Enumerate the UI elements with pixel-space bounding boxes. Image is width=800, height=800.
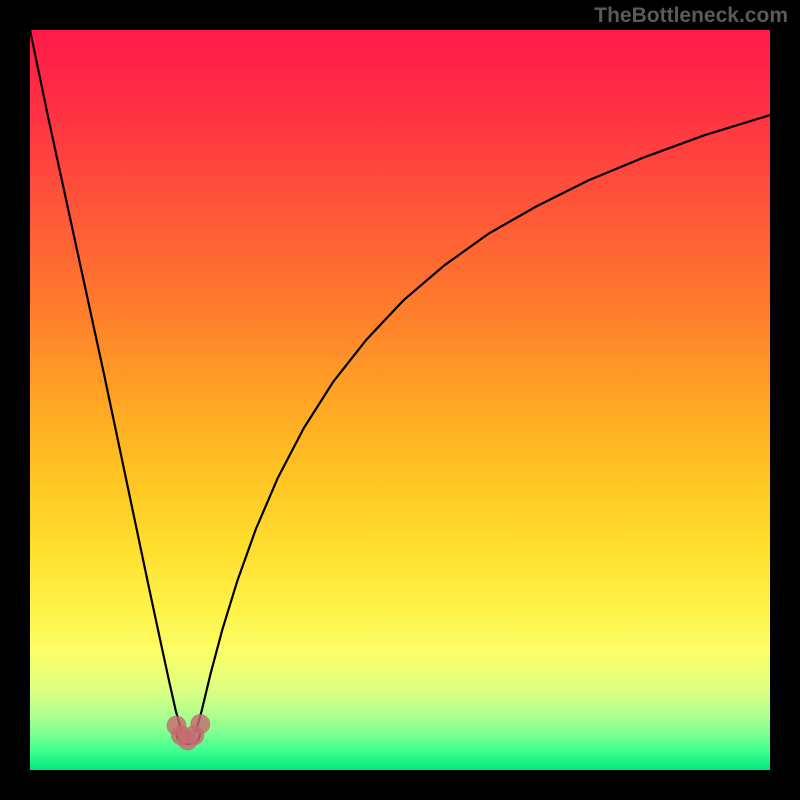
bottleneck-curve [30,30,770,744]
plot-area [30,30,770,770]
cusp-markers [167,714,211,750]
chart-container: TheBottleneck.com [0,0,800,800]
curve-layer [30,30,770,770]
watermark-text: TheBottleneck.com [594,4,788,28]
